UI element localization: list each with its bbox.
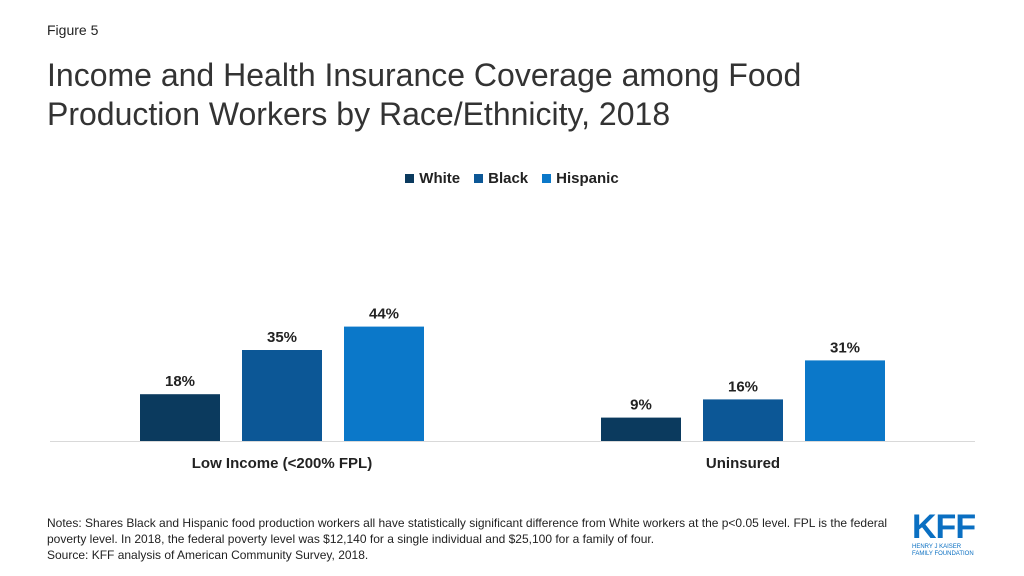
legend-swatch-black <box>474 174 484 183</box>
bar-black-0 <box>242 350 322 441</box>
chart-legend: White Black Hispanic <box>0 170 1024 187</box>
chart-notes: Notes: Shares Black and Hispanic food pr… <box>47 515 897 563</box>
legend-item-white: White <box>405 170 460 187</box>
legend-label-hispanic: Hispanic <box>556 170 619 187</box>
chart-title: Income and Health Insurance Coverage amo… <box>47 57 802 132</box>
data-label-white-1: 9% <box>630 397 652 414</box>
source-text: Source: KFF analysis of American Communi… <box>47 548 369 562</box>
bar-hispanic-1 <box>805 360 885 441</box>
category-label-1: Uninsured <box>706 455 780 472</box>
data-label-black-1: 16% <box>728 378 758 395</box>
bar-hispanic-0 <box>344 326 424 441</box>
bar-white-1 <box>601 417 681 441</box>
bar-white-0 <box>140 394 220 441</box>
category-label-0: Low Income (<200% FPL) <box>192 455 372 472</box>
legend-swatch-hispanic <box>542 174 552 183</box>
data-label-hispanic-0: 44% <box>369 306 399 323</box>
data-label-white-0: 18% <box>165 373 195 390</box>
logo-mark: KFF <box>912 508 976 546</box>
data-label-hispanic-1: 31% <box>830 339 860 356</box>
bar-black-1 <box>703 399 783 441</box>
kff-logo: KFF HENRY J KAISER FAMILY FOUNDATION <box>912 510 992 560</box>
notes-text: Notes: Shares Black and Hispanic food pr… <box>47 516 888 546</box>
figure-label: Figure 5 <box>47 22 99 38</box>
legend-item-black: Black <box>474 170 528 187</box>
legend-label-white: White <box>419 170 461 187</box>
legend-item-hispanic: Hispanic <box>542 170 619 187</box>
legend-swatch-white <box>405 174 415 183</box>
logo-subtitle-line2: FAMILY FOUNDATION <box>912 551 974 557</box>
data-label-black-0: 35% <box>267 329 297 346</box>
logo-subtitle-line1: HENRY J KAISER <box>912 544 962 550</box>
legend-label-black: Black <box>488 170 529 187</box>
